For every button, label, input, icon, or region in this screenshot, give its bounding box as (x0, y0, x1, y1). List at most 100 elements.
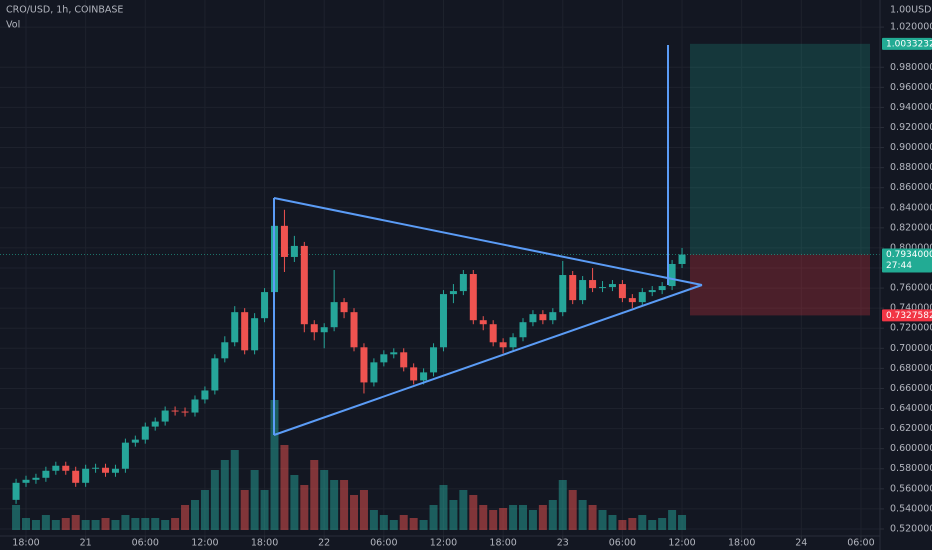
candle-body (449, 291, 457, 295)
volume-bar (389, 520, 398, 530)
volume-bar (568, 490, 577, 530)
candle-body (489, 324, 497, 343)
volume-bar (558, 480, 567, 530)
y-tick-label: 1.02000000 (890, 22, 932, 33)
volume-bar (459, 490, 468, 530)
volume-bar (369, 510, 378, 530)
candle-body (82, 468, 90, 483)
candle-body (42, 470, 50, 478)
candle-body (390, 352, 398, 355)
volume-bar (628, 518, 637, 530)
volume-bar (290, 475, 299, 530)
candle-body (330, 302, 338, 328)
candle-body (549, 312, 557, 321)
axes: 0.52000000 0.54000000 0.56000000 0.58000000… (12, 22, 932, 549)
volume-bar (161, 520, 170, 530)
volume-bar (131, 518, 140, 530)
volume-bar (270, 400, 279, 530)
y-tick-label: 0.56000000 (890, 483, 932, 494)
countdown-label: 27:44 (886, 261, 912, 271)
volume-bar (101, 518, 110, 530)
volume-bar (81, 520, 90, 530)
candle-body (618, 284, 626, 299)
candle-body (251, 318, 259, 351)
candle-body (290, 245, 298, 257)
candle-body (12, 482, 20, 500)
x-tick-label: 18:00 (12, 538, 39, 549)
volume-bar (61, 518, 70, 530)
candle-body (191, 399, 199, 413)
candle-body (400, 352, 408, 368)
candle-body (439, 294, 447, 348)
candle-body (171, 410, 179, 412)
volume-bar (439, 485, 448, 530)
candle-body (102, 467, 110, 473)
candle-body (360, 347, 368, 383)
y-tick-label: 0.84000000 (890, 202, 932, 213)
x-tick-label: 12:00 (430, 538, 457, 549)
candle-body (469, 274, 477, 321)
candle-body (420, 372, 428, 381)
x-tick-label: 06:00 (132, 538, 159, 549)
candle-body (161, 410, 169, 422)
candle-body (658, 286, 666, 291)
volume-bar (528, 510, 537, 530)
volume-bar (429, 505, 438, 530)
volume-bar (479, 505, 488, 530)
y-tick-label: 0.76000000 (890, 283, 932, 294)
x-tick-label: 06:00 (847, 538, 874, 549)
candle-body (628, 298, 636, 303)
y-tick-label: 0.80000000 (890, 242, 932, 253)
volume-bar (22, 518, 30, 530)
volume-bar (111, 520, 120, 530)
volume-bar (350, 495, 359, 530)
volume-bar (230, 450, 239, 530)
candle-body (92, 467, 100, 469)
volume-bar (121, 515, 130, 530)
candle-body (350, 312, 358, 348)
volume-bar (250, 470, 259, 530)
candle-body (370, 362, 378, 383)
profit-zone (690, 43, 870, 255)
x-tick-label: 24 (795, 538, 807, 549)
volume-label: Vol (6, 20, 20, 31)
volume-bar (151, 518, 160, 530)
volume-bar (210, 470, 219, 530)
candle-body (579, 280, 587, 301)
x-tick-label: 06:00 (609, 538, 636, 549)
y-tick-label: 0.88000000 (890, 162, 932, 173)
x-tick-label: 21 (80, 538, 92, 549)
volume-bar (449, 500, 458, 530)
candle-body (181, 411, 189, 413)
volume-bar (489, 510, 498, 530)
candle-body (539, 314, 547, 321)
candle-body (479, 320, 487, 325)
volume-bar (638, 515, 647, 530)
candle-body (221, 342, 229, 359)
candle-body (52, 465, 60, 471)
y-tick-label: 0.92000000 (890, 122, 932, 133)
volume-bar (499, 508, 508, 530)
volume-bar (41, 515, 50, 530)
y-tick-label: 0.82000000 (890, 222, 932, 233)
candle-body (72, 470, 80, 483)
volume-bar (171, 518, 180, 530)
volume-bar (260, 490, 269, 530)
volume-bar (51, 520, 60, 530)
volume-bar (588, 505, 597, 530)
candle-body (589, 280, 597, 289)
candle-body (608, 284, 616, 288)
y-tick-label: 0.66000000 (890, 383, 932, 394)
stop-label-box (882, 309, 932, 322)
y-tick-label: 0.90000000 (890, 142, 932, 153)
candle-body (340, 302, 348, 313)
candle-body (380, 354, 388, 363)
y-tick-label: 0.58000000 (890, 463, 932, 474)
volume-bar (519, 505, 527, 530)
y-tick-label: 0.70000000 (890, 343, 932, 354)
candle-body (131, 439, 139, 443)
volume-bar (509, 505, 518, 530)
candle-body (201, 390, 209, 400)
x-tick-label: 12:00 (191, 538, 218, 549)
volume-bar (240, 490, 249, 530)
